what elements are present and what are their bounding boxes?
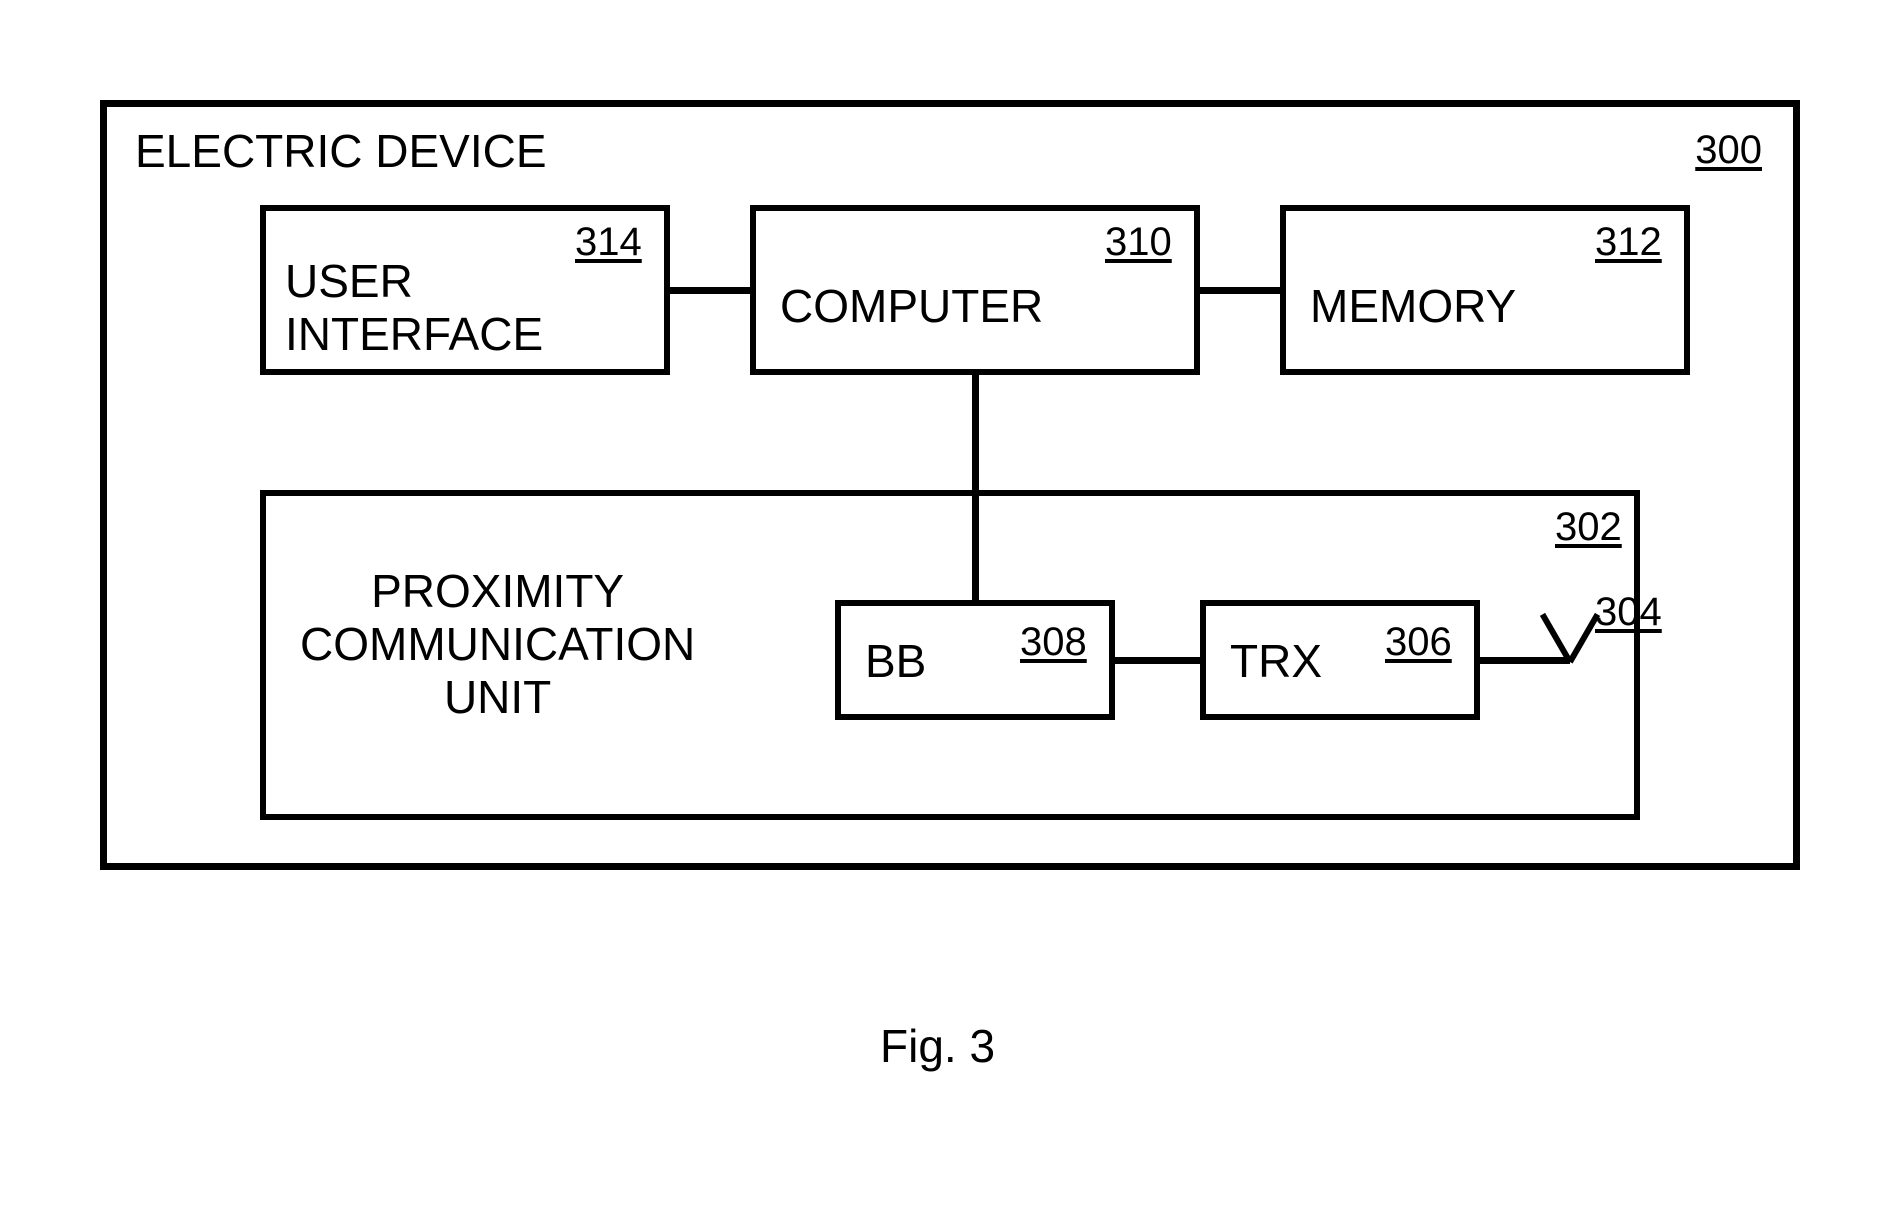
diagram-canvas: ELECTRIC DEVICE 300 USER INTERFACE 314 C…: [0, 0, 1902, 1226]
trx-label: TRX: [1230, 635, 1322, 688]
figure-caption: Fig. 3: [880, 1020, 995, 1073]
bb-label: BB: [865, 635, 926, 688]
user-interface-ref: 314: [575, 220, 642, 265]
pcu-ref: 302: [1555, 505, 1622, 550]
outer-title: ELECTRIC DEVICE: [135, 125, 547, 178]
edge-bb-trx: [1115, 657, 1200, 664]
bb-ref: 308: [1020, 620, 1087, 665]
user-interface-label: USER INTERFACE: [285, 255, 543, 361]
edge-trx-antenna: [1480, 657, 1570, 664]
computer-ref: 310: [1105, 220, 1172, 265]
memory-ref: 312: [1595, 220, 1662, 265]
computer-label: COMPUTER: [780, 280, 1043, 333]
edge-computer-bb: [972, 375, 979, 600]
edge-computer-memory: [1200, 287, 1280, 294]
outer-ref: 300: [1695, 128, 1762, 173]
edge-ui-computer: [670, 287, 750, 294]
memory-label: MEMORY: [1310, 280, 1516, 333]
pcu-label: PROXIMITY COMMUNICATION UNIT: [300, 565, 695, 724]
antenna-ref: 304: [1595, 590, 1662, 635]
trx-ref: 306: [1385, 620, 1452, 665]
